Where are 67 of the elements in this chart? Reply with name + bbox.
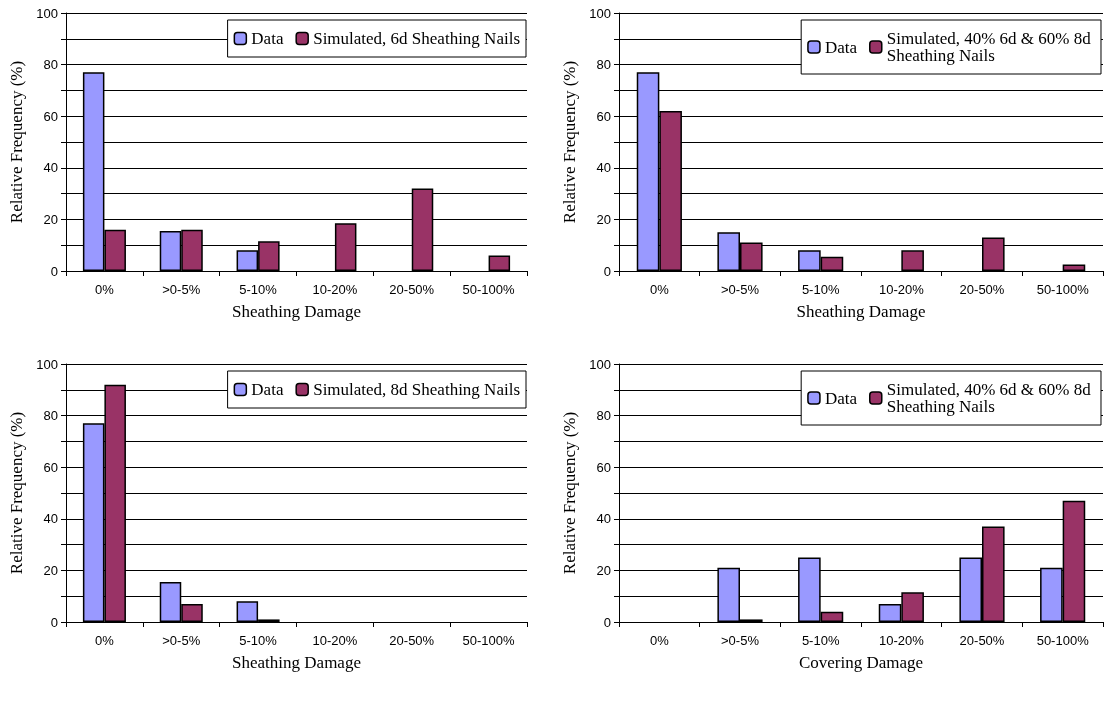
x-axis-title: Covering Damage xyxy=(798,653,924,672)
bar xyxy=(1062,264,1086,271)
bar xyxy=(488,255,511,271)
x-tick-label: 50-100% xyxy=(1036,633,1090,648)
x-tick-label: >0-5% xyxy=(721,633,760,648)
x-tick-label: 10-20% xyxy=(312,282,358,297)
y-tick-label: 40 xyxy=(596,511,611,527)
x-tick-label: 20-50% xyxy=(389,282,435,297)
y-tick-label: 20 xyxy=(596,211,611,227)
y-tick-label: 40 xyxy=(43,511,58,527)
legend-label: Simulated, 40% 6d & 60% 8d Sheathing Nails xyxy=(886,380,1095,416)
y-tick-label: 60 xyxy=(596,108,611,124)
legend-label: Data xyxy=(824,388,858,408)
y-tick-label: 80 xyxy=(596,408,611,424)
y-tick-label: 0 xyxy=(50,263,58,279)
y-tick-label: 100 xyxy=(589,5,611,21)
y-tick-label: 40 xyxy=(43,160,58,176)
legend-label: Simulated, 40% 6d & 60% 8d Sheathing Nails xyxy=(886,29,1095,65)
y-tick-label: 60 xyxy=(596,459,611,475)
x-tick-label: 50-100% xyxy=(1036,282,1090,297)
y-tick-label: 100 xyxy=(36,5,58,21)
x-tick-label: 20-50% xyxy=(389,633,435,648)
legend-label: Simulated, 6d Sheathing Nails xyxy=(313,29,521,48)
x-tick-label: 10-20% xyxy=(878,282,925,297)
x-tick-label: 5-10% xyxy=(801,633,840,648)
x-tick-label: 0% xyxy=(95,633,115,648)
bar xyxy=(901,250,924,271)
y-axis-title: Relative Frequency (%) xyxy=(7,411,27,575)
y-tick-label: 0 xyxy=(50,614,58,630)
x-tick-label: >0-5% xyxy=(721,282,760,297)
y-tick-label: 20 xyxy=(596,562,611,578)
y-tick-label: 100 xyxy=(36,356,58,372)
y-tick-label: 40 xyxy=(596,160,611,176)
y-tick-label: 60 xyxy=(43,108,58,124)
x-tick-label: 20-50% xyxy=(959,282,1005,297)
y-tick-label: 60 xyxy=(43,459,58,475)
x-tick-label: 0% xyxy=(649,282,670,297)
x-tick-label: 20-50% xyxy=(959,633,1005,648)
x-axis-title: Sheathing Damage xyxy=(232,653,361,672)
legend-label: Data xyxy=(251,29,284,48)
legend-label: Data xyxy=(251,380,284,399)
x-tick-label: 10-20% xyxy=(878,633,925,648)
x-tick-label: 5-10% xyxy=(239,282,278,297)
x-tick-label: >0-5% xyxy=(162,282,201,297)
legend-label: Data xyxy=(824,37,858,57)
x-tick-label: 0% xyxy=(649,633,670,648)
x-axis-title: Sheathing Damage xyxy=(232,302,361,321)
y-tick-label: 20 xyxy=(43,562,58,578)
y-tick-label: 100 xyxy=(589,356,611,372)
x-tick-label: >0-5% xyxy=(162,633,201,648)
y-tick-label: 80 xyxy=(43,57,58,73)
y-tick-label: 0 xyxy=(603,614,611,630)
y-tick-label: 20 xyxy=(43,211,58,227)
y-axis-title: Relative Frequency (%) xyxy=(560,411,580,575)
y-axis-title: Relative Frequency (%) xyxy=(7,60,27,224)
x-tick-label: 50-100% xyxy=(462,282,516,297)
x-tick-label: 50-100% xyxy=(462,633,516,648)
y-tick-label: 80 xyxy=(43,408,58,424)
x-axis-title: Sheathing Damage xyxy=(796,302,926,321)
legend-label: Simulated, 8d Sheathing Nails xyxy=(313,380,521,399)
y-axis-title: Relative Frequency (%) xyxy=(560,60,580,224)
x-tick-label: 5-10% xyxy=(239,633,278,648)
x-tick-label: 0% xyxy=(95,282,115,297)
x-tick-label: 10-20% xyxy=(312,633,358,648)
y-tick-label: 0 xyxy=(603,263,611,279)
x-tick-label: 5-10% xyxy=(801,282,840,297)
y-tick-label: 80 xyxy=(596,57,611,73)
